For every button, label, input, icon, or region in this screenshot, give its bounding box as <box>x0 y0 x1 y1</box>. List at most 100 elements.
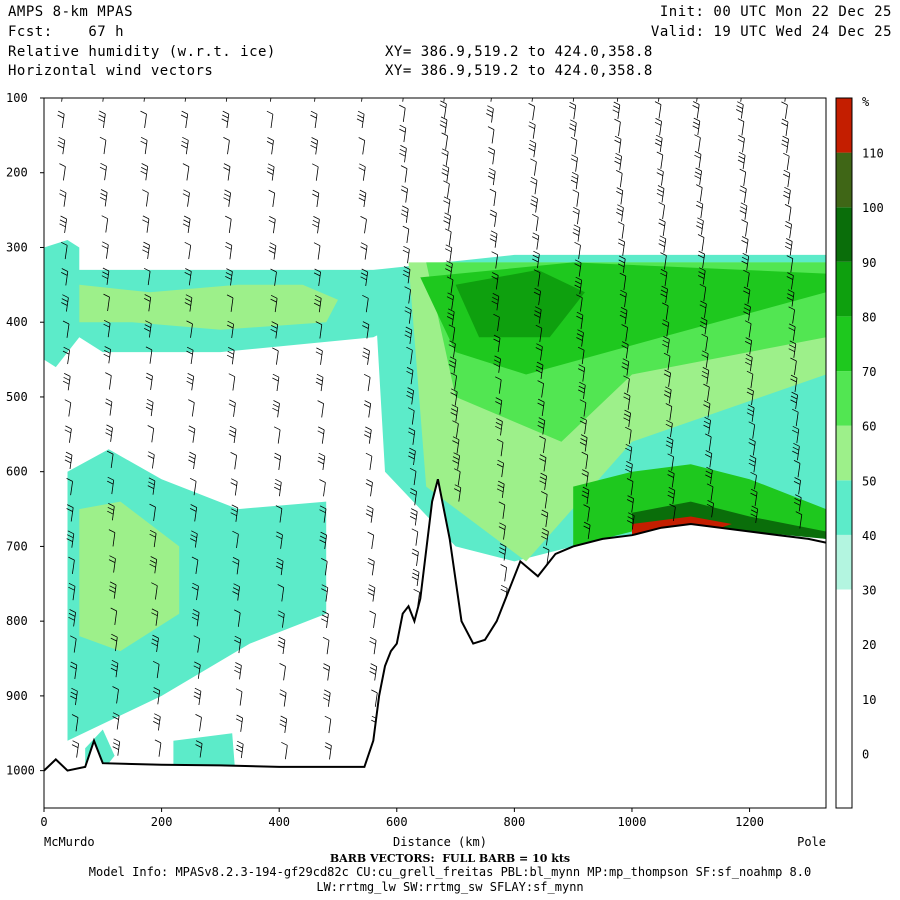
barb-feather <box>106 450 114 455</box>
barb-shaft <box>365 298 369 313</box>
barb-shaft <box>498 358 501 373</box>
barb-feather <box>498 551 506 555</box>
barb-feather <box>64 459 72 464</box>
barb-shaft <box>153 533 157 548</box>
barb-feather <box>495 422 503 426</box>
barb-feather <box>272 407 279 412</box>
barb-feather <box>451 404 458 409</box>
barb-feather <box>146 398 154 403</box>
barb-feather <box>102 241 109 246</box>
barb-shaft <box>239 665 242 680</box>
x-axis: 0 200 400 600 800 1000 1200 <box>40 808 764 829</box>
barb-feather <box>623 396 630 401</box>
barb-feather <box>449 360 456 364</box>
wind-column-3 <box>180 98 203 758</box>
barb-shaft <box>285 745 288 760</box>
barb-feather <box>489 238 497 242</box>
barb-feather <box>699 324 707 329</box>
barb-feather <box>229 425 237 430</box>
barb-feather <box>741 219 748 223</box>
barb-shaft <box>492 171 496 186</box>
barb-feather <box>104 346 111 350</box>
barb-feather <box>490 234 497 239</box>
barb-feather <box>270 268 277 273</box>
barb-feather <box>234 665 242 670</box>
barb-feather <box>314 268 321 273</box>
barb-feather <box>702 350 709 355</box>
barb-feather <box>321 618 328 623</box>
barb-feather <box>367 561 374 566</box>
barb-feather <box>530 158 537 163</box>
barb-shaft <box>231 350 235 365</box>
barb-feather <box>576 337 583 341</box>
barb-feather <box>498 526 506 530</box>
barb-feather <box>59 219 67 224</box>
barb-feather <box>452 440 459 444</box>
barb-shaft <box>789 224 792 239</box>
barb-feather <box>580 438 587 442</box>
barb-feather <box>446 296 454 301</box>
barb-feather <box>408 407 415 412</box>
barb-shaft <box>414 491 417 506</box>
barb-feather <box>266 89 272 92</box>
barb-feather <box>447 292 454 297</box>
barb-shaft <box>534 180 538 195</box>
barb-shaft <box>458 487 462 502</box>
barb-shaft <box>622 258 626 273</box>
barb-feather <box>273 400 280 404</box>
y-tick-label: 900 <box>6 689 28 703</box>
barb-shaft <box>453 359 457 374</box>
barb-feather <box>660 252 667 256</box>
barb-shaft <box>705 353 709 368</box>
barb-shaft <box>500 442 504 457</box>
barb-feather <box>221 118 228 123</box>
barb-shaft <box>748 306 751 321</box>
barb-feather <box>497 484 504 489</box>
barb-feather <box>270 298 277 303</box>
barb-feather <box>318 426 325 431</box>
barb-feather <box>316 377 323 382</box>
barb-shaft <box>585 455 589 470</box>
barb-feather <box>319 539 326 544</box>
barb-feather <box>59 223 66 228</box>
barb-feather <box>794 498 801 502</box>
barb-feather <box>697 254 705 259</box>
barb-shaft <box>75 717 79 732</box>
barb-feather <box>371 689 378 694</box>
barb-shaft <box>67 376 71 391</box>
barb-feather <box>538 398 545 403</box>
barb-shaft <box>110 427 113 442</box>
barb-feather <box>783 194 790 199</box>
barb-feather <box>527 93 533 96</box>
barb-shaft <box>542 420 546 435</box>
barb-shaft <box>707 403 711 418</box>
barb-feather <box>194 687 202 692</box>
barb-feather <box>229 399 236 404</box>
barb-shaft <box>73 612 76 627</box>
barb-feather <box>739 168 746 173</box>
barb-feather <box>541 535 548 540</box>
barb-feather <box>139 93 145 96</box>
barb-shaft <box>746 256 750 271</box>
y-tick-label: 400 <box>6 315 28 329</box>
barb-shaft <box>114 610 118 625</box>
barb-feather <box>745 357 752 362</box>
barb-feather <box>233 583 240 588</box>
barb-feather <box>751 505 758 510</box>
barb-shaft <box>320 350 323 365</box>
barb-feather <box>225 215 232 220</box>
barb-feather <box>737 101 744 106</box>
barb-shaft <box>581 350 585 365</box>
barb-feather <box>492 293 499 297</box>
barb-feather <box>619 272 626 277</box>
barb-shaft <box>618 139 622 154</box>
barb-feather <box>491 251 498 256</box>
colorbar-label: 80 <box>862 311 876 325</box>
barb-feather <box>270 294 278 299</box>
barb-feather <box>145 346 153 351</box>
barb-feather <box>501 584 508 589</box>
barb-shaft <box>503 525 506 540</box>
barb-shaft <box>543 439 546 454</box>
barb-feather <box>266 85 272 88</box>
barb-feather <box>281 741 288 746</box>
